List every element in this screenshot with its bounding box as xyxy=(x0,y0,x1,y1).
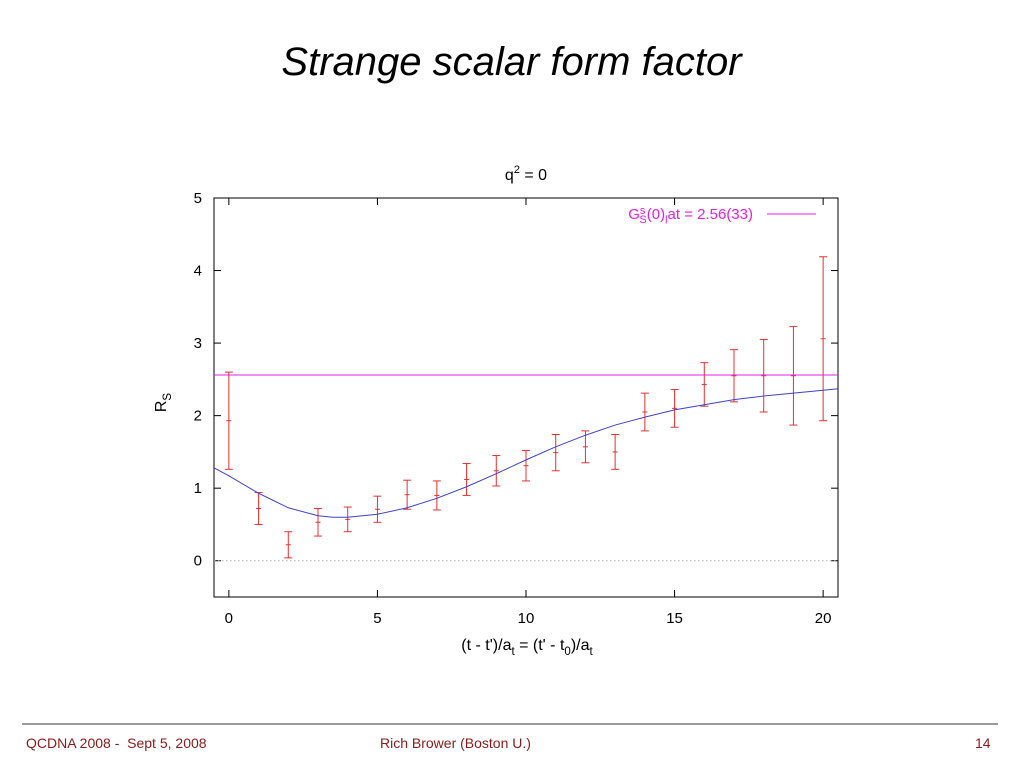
x-tick-label: 5 xyxy=(373,610,381,627)
fit-curve xyxy=(213,388,839,518)
plot-frame xyxy=(213,197,839,598)
data-point xyxy=(522,449,530,482)
data-point xyxy=(224,371,233,470)
x-tick-label: 15 xyxy=(666,610,683,627)
data-point xyxy=(819,256,828,422)
data-point xyxy=(284,531,293,559)
data-point xyxy=(373,495,382,523)
data-point xyxy=(254,492,263,525)
y-tick-label: 2 xyxy=(194,408,202,425)
x-tick-label: 10 xyxy=(518,610,535,627)
data-point xyxy=(403,479,412,510)
chart-title: q2 = 0 xyxy=(505,164,547,184)
footer-divider xyxy=(22,723,998,725)
y-tick-label: 4 xyxy=(194,263,202,280)
data-point xyxy=(611,433,620,470)
data-point xyxy=(492,455,501,487)
data-point xyxy=(700,362,709,407)
x-axis-label: (t - t')/at​ = (t' - t0​)/at​ xyxy=(461,637,593,658)
data-point xyxy=(789,325,798,426)
data-point xyxy=(670,389,679,428)
slide-title: Strange scalar form factor xyxy=(281,40,742,84)
chart-layer: 0 5 10 15 20 0 1 2 3 4 5 GsS​(0)l​at = 2.56(33) q2 =… xyxy=(153,164,839,658)
data-point xyxy=(551,433,560,472)
y-axis-label: RS​ xyxy=(153,393,174,413)
y-tick-label: 1 xyxy=(194,480,202,497)
y-tick-label: 0 xyxy=(194,553,202,570)
y-tick-label: 3 xyxy=(194,335,202,352)
page-number: 14 xyxy=(975,735,991,751)
data-point xyxy=(343,506,352,533)
data-point xyxy=(432,480,441,511)
data-point xyxy=(640,392,649,432)
data-point xyxy=(730,349,738,403)
data-point xyxy=(759,338,768,413)
footer-event: QCDNA 2008 - Sept 5, 2008 xyxy=(26,735,207,751)
x-tick-label: 0 xyxy=(225,610,233,627)
data-point xyxy=(314,507,322,537)
data-point xyxy=(462,463,471,496)
footer-author: Rich Brower (Boston U.) xyxy=(380,735,531,751)
x-tick-label: 20 xyxy=(815,610,832,627)
data-point xyxy=(581,430,590,464)
y-tick-label: 5 xyxy=(194,190,202,207)
legend-label: GsS​(0)l​at = 2.56(33) xyxy=(628,205,753,227)
